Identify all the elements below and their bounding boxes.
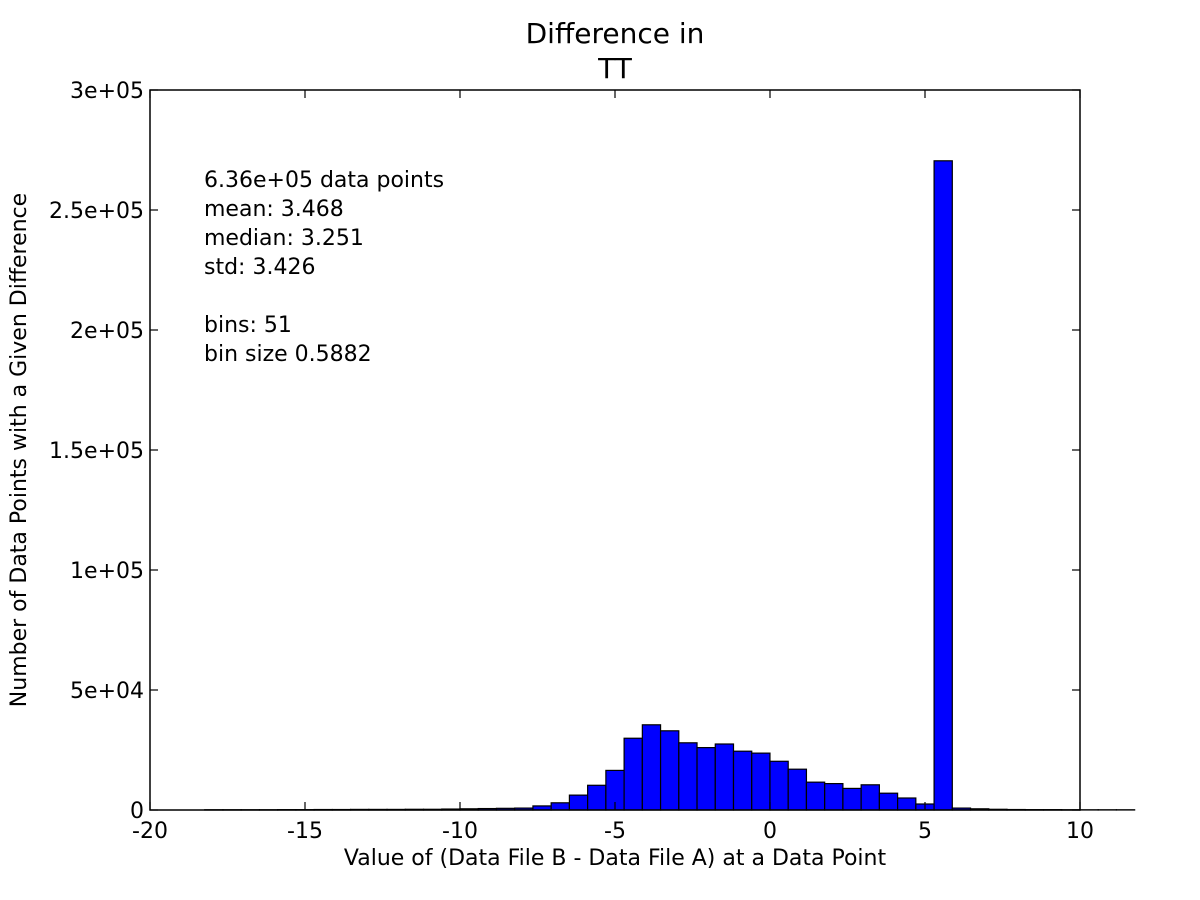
histogram-bar (696, 746, 716, 811)
y-tick-label: 3e+05 (70, 79, 144, 104)
histogram-bar (550, 802, 570, 811)
y-tick-label: 5e+04 (70, 679, 144, 704)
x-tick-label: -15 (287, 819, 323, 844)
annotation-line: bins: 51 (204, 313, 292, 338)
histogram-bar (878, 792, 899, 811)
histogram-bar (751, 752, 771, 811)
chart-title-line-1: Difference in (526, 17, 705, 50)
x-tick-label: 5 (918, 819, 932, 844)
stats-annotation: 6.36e+05 data points mean: 3.468 median: 3… (204, 168, 444, 367)
plot-frame (149, 89, 1081, 811)
x-axis-label: Value of (Data File B - Data File A) at … (344, 846, 887, 871)
axis-tick-labels: -20 -15 -10 -5 0 5 10 0 5e+04 1e+05 1.5e+05 2e+05 2.… (49, 79, 1094, 844)
y-tick-label: 1e+05 (70, 559, 144, 584)
x-tick-label: -20 (132, 819, 168, 844)
y-tick-label: 0 (130, 799, 144, 824)
histogram-bar (568, 794, 589, 811)
histogram-bar (623, 737, 643, 811)
annotation-line: std: 3.426 (204, 255, 315, 280)
chart-title-line-2: TT (597, 52, 633, 85)
histogram-bar (787, 768, 808, 811)
y-axis-label: Number of Data Points with a Given Diffe… (7, 193, 32, 707)
histogram-bar (860, 784, 880, 811)
histogram-bar (659, 730, 680, 811)
histogram-bar (824, 782, 844, 811)
histogram-bar (641, 724, 662, 811)
histogram-bar (805, 781, 826, 811)
annotation-line: median: 3.251 (204, 226, 364, 251)
x-tick-label: 10 (1066, 819, 1094, 844)
histogram-bar (678, 742, 698, 811)
histogram-bar (769, 760, 789, 811)
histogram-bar (714, 743, 735, 811)
histogram-bar (933, 160, 953, 811)
histogram-bar (897, 797, 917, 811)
y-tick-label: 2e+05 (70, 319, 144, 344)
histogram-bar (842, 787, 862, 811)
x-tick-label: -5 (604, 819, 626, 844)
y-tick-label: 2.5e+05 (49, 199, 144, 224)
histogram-bar (587, 784, 607, 811)
annotation-line: 6.36e+05 data points (204, 168, 444, 193)
y-tick-label: 1.5e+05 (49, 439, 144, 464)
annotation-line: bin size 0.5882 (204, 342, 372, 367)
x-tick-label: -10 (442, 819, 478, 844)
annotation-line: mean: 3.468 (204, 197, 344, 222)
histogram-bar (732, 750, 753, 811)
x-tick-label: 0 (763, 819, 777, 844)
